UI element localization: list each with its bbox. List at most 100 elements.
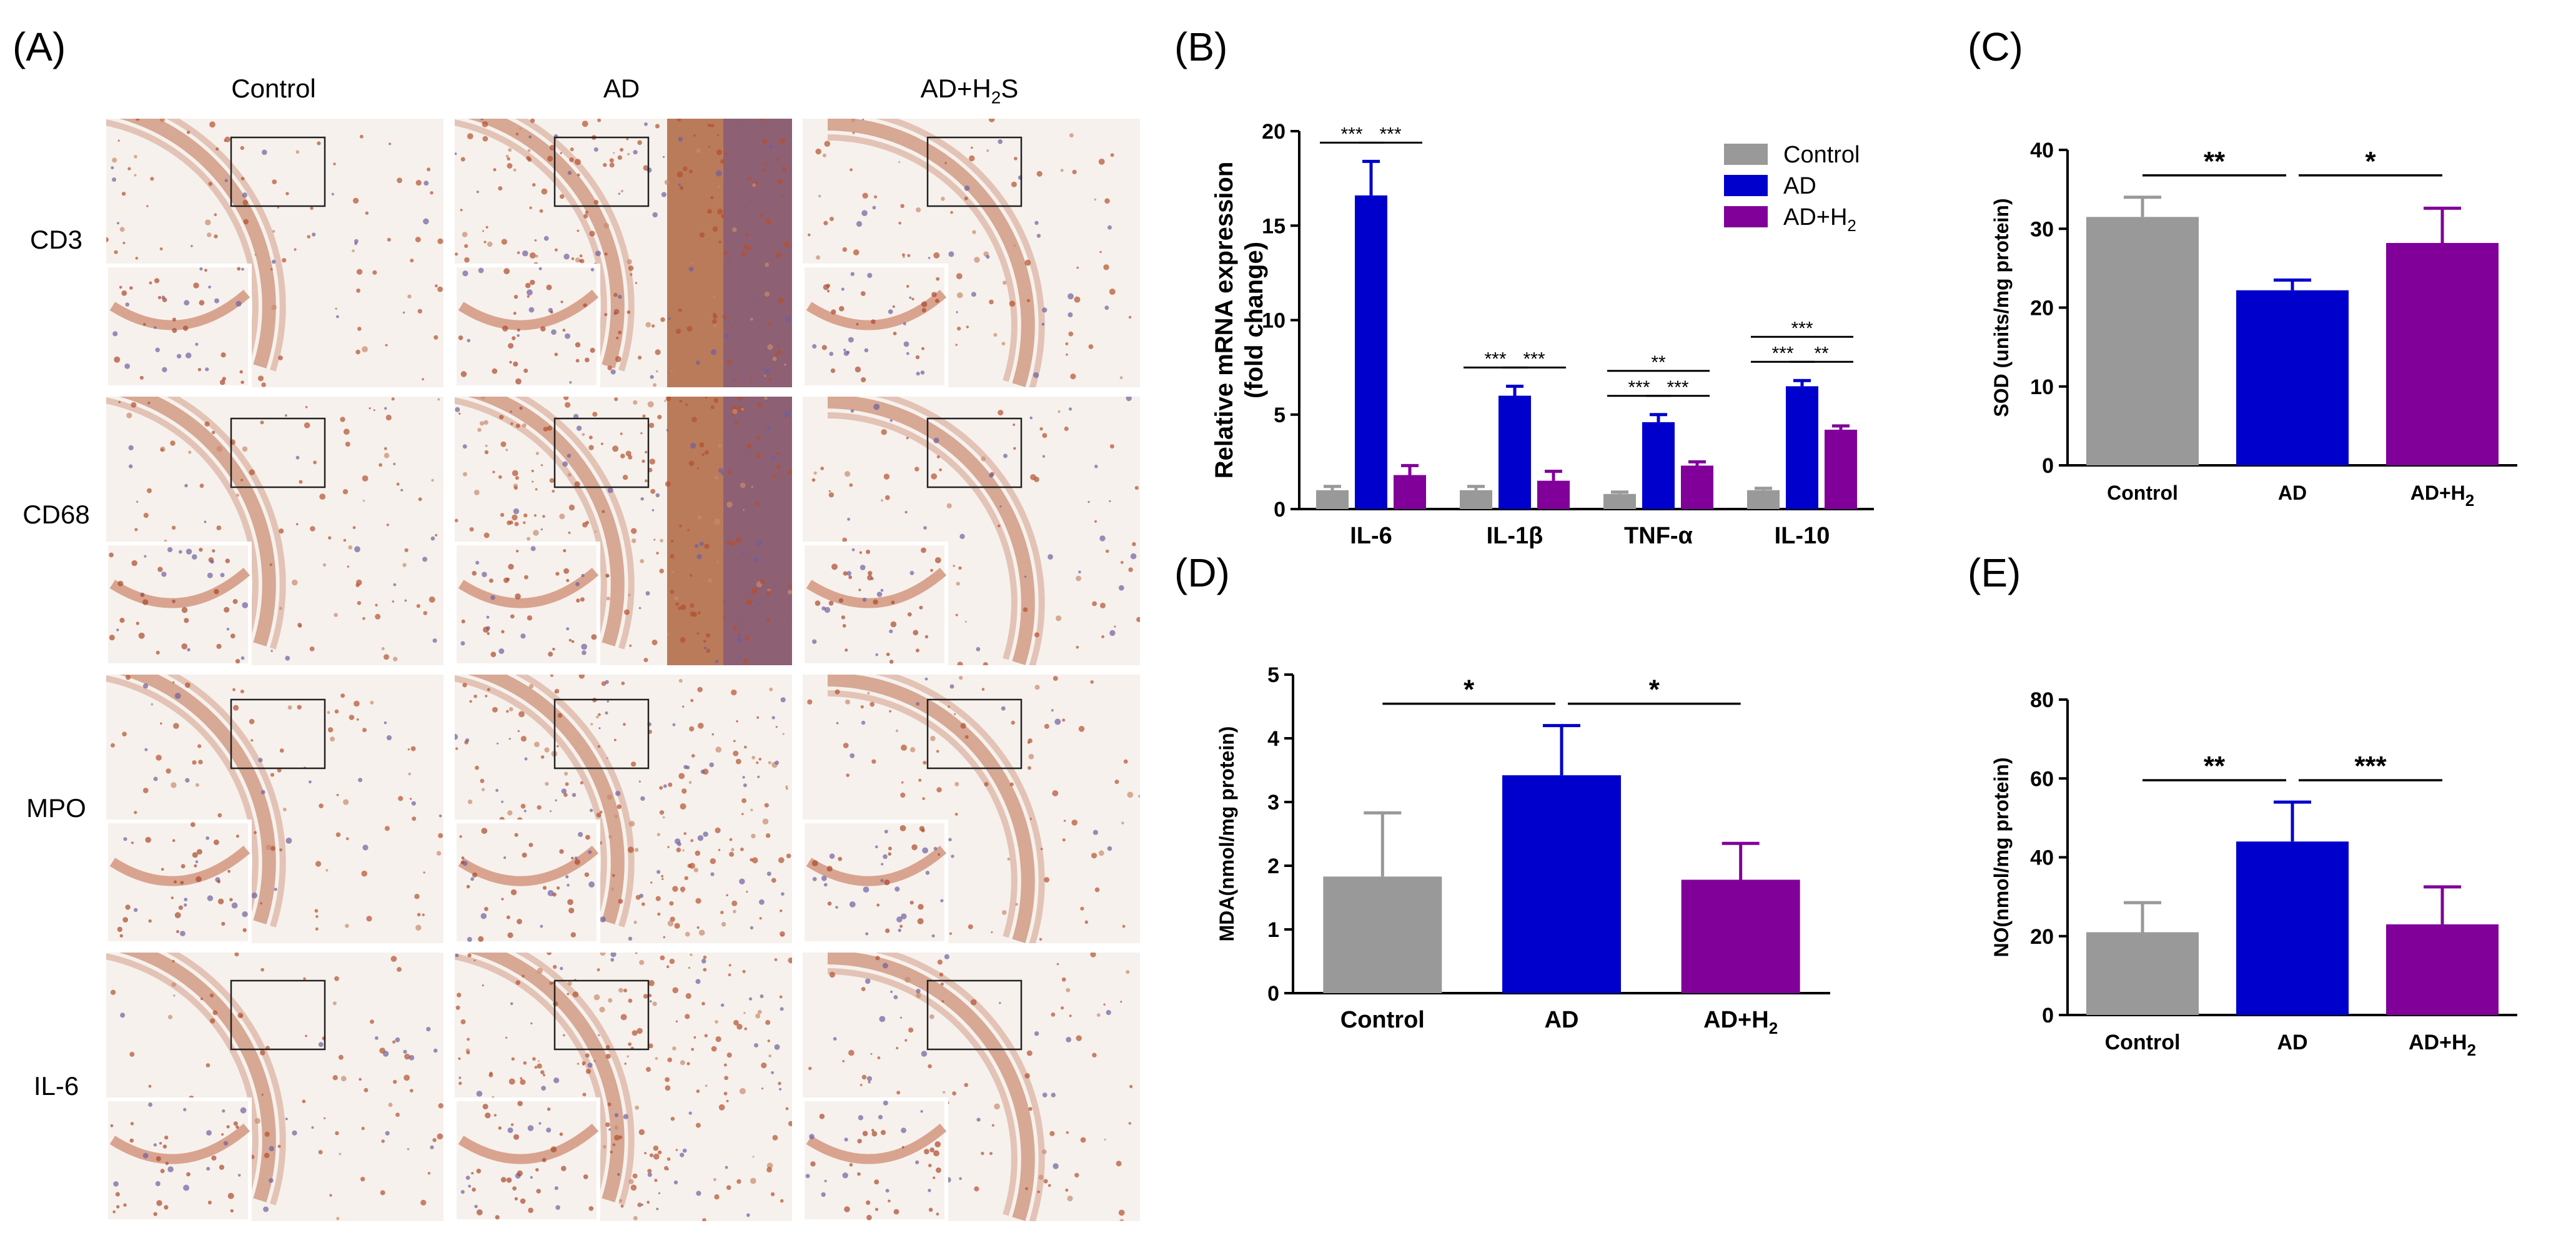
panel-label-a: (A) xyxy=(12,24,66,69)
chart-c-y-tick-label: 10 xyxy=(2030,375,2054,399)
chart-e-significance-label: *** xyxy=(2354,751,2387,781)
chart-e-y-tick-label: 80 xyxy=(2030,688,2054,712)
chart-b-bar xyxy=(1394,475,1426,509)
row-header-il6: IL-6 xyxy=(33,1071,79,1101)
chart-b-x-tick-label: IL-1β xyxy=(1487,523,1543,549)
chart-b-bar xyxy=(1681,465,1713,509)
chart-b-significance-label: *** xyxy=(1523,349,1545,369)
chart-b-significance-label: *** xyxy=(1628,377,1650,398)
chart-c-bar xyxy=(2086,217,2199,465)
chart-e-y-axis-label: NO(nmol/mg protein) xyxy=(1990,758,2013,958)
panel-label-c: (C) xyxy=(1968,24,2023,69)
histology-image-cd3-ad xyxy=(455,119,792,387)
chart-b-bar xyxy=(1499,395,1531,509)
chart-b-legend-swatch xyxy=(1724,144,1768,165)
chart-c-x-tick-label: Control xyxy=(2107,482,2178,504)
histology-image-cd3-ad-h2s xyxy=(803,119,1140,387)
chart-b-significance-label: ** xyxy=(1814,343,1829,364)
chart-b-x-tick-label: IL-6 xyxy=(1350,523,1392,549)
chart-d-mda: 0 1 2 3 4 5 MDA(nmol/mg protein) Control AD AD+H2… xyxy=(1216,663,1830,1037)
chart-e-bar xyxy=(2386,924,2499,1015)
chart-d-y-tick-label: 5 xyxy=(1267,663,1279,687)
chart-c-significance-label: ** xyxy=(2204,146,2226,177)
chart-c-x-tick-label: AD xyxy=(2278,482,2307,504)
chart-d-significance-label: * xyxy=(1464,675,1475,705)
chart-d-y-tick-label: 3 xyxy=(1267,791,1279,815)
chart-d-x-tick-label: AD+H2 xyxy=(1703,1007,1778,1037)
panel-label-e: (E) xyxy=(1968,550,2021,595)
chart-b-y-tick-label: 20 xyxy=(1262,120,1286,144)
chart-b-bar xyxy=(1460,490,1492,509)
chart-b-x-tick-label: IL-10 xyxy=(1775,523,1830,549)
chart-c-y-tick-label: 40 xyxy=(2030,139,2054,162)
panel-label-d: (D) xyxy=(1174,550,1230,595)
column-header-control: Control xyxy=(231,74,316,103)
chart-b-bar xyxy=(1786,386,1818,509)
chart-d-x-tick-label: AD xyxy=(1545,1007,1579,1033)
row-header-cd68: CD68 xyxy=(22,500,90,529)
chart-c-sod: 0 10 20 30 40 SOD (units/mg protein) Control AD… xyxy=(1990,139,2517,510)
chart-c-x-tick-label: AD+H2 xyxy=(2410,482,2474,510)
chart-c-bar xyxy=(2236,290,2349,465)
chart-d-y-tick-label: 4 xyxy=(1267,727,1279,751)
histology-image-mpo-ad xyxy=(455,675,792,943)
chart-d-bar xyxy=(1502,775,1621,993)
chart-b-bar xyxy=(1603,493,1636,509)
chart-d-y-tick-label: 1 xyxy=(1267,918,1279,942)
chart-b-bar xyxy=(1747,490,1780,509)
chart-c-y-tick-label: 0 xyxy=(2042,454,2054,478)
chart-d-y-axis-label: MDA(nmol/mg protein) xyxy=(1216,726,1238,942)
chart-b-significance-label: *** xyxy=(1379,124,1401,144)
chart-b-y-tick-label: 5 xyxy=(1274,404,1286,427)
chart-b-significance-label: ** xyxy=(1651,352,1666,373)
histology-image-mpo-ad-h2s xyxy=(803,675,1140,943)
chart-c-significance-label: * xyxy=(2365,146,2376,177)
chart-e-x-tick-label: AD+H2 xyxy=(2409,1031,2476,1059)
chart-d-significance-label: * xyxy=(1649,675,1660,705)
chart-b-significance-label: *** xyxy=(1340,124,1362,144)
chart-b-legend-swatch xyxy=(1724,206,1768,227)
panel-label-b: (B) xyxy=(1174,24,1228,69)
chart-d-y-tick-label: 2 xyxy=(1267,854,1279,878)
histology-image-il6-ad-h2s xyxy=(803,953,1140,1221)
chart-c-bar xyxy=(2386,242,2499,465)
chart-b-significance-label: *** xyxy=(1667,377,1688,398)
chart-e-bar xyxy=(2086,932,2199,1015)
chart-e-y-tick-label: 40 xyxy=(2030,846,2054,870)
chart-d-bar xyxy=(1323,876,1442,993)
chart-c-y-axis-label: SOD (units/mg protein) xyxy=(1990,198,2013,417)
chart-d-x-tick-label: Control xyxy=(1340,1007,1425,1033)
chart-e-no: 0 20 40 60 80 NO(nmol/mg protein) Control AD AD+… xyxy=(1990,688,2517,1059)
histology-image-cd68-ad xyxy=(455,397,792,665)
column-header-ad-h2s: AD+H2S xyxy=(920,74,1019,107)
chart-b-y-tick-label: 0 xyxy=(1274,498,1286,522)
row-header-cd3: CD3 xyxy=(29,225,83,254)
chart-e-bar xyxy=(2236,841,2349,1015)
chart-b-x-tick-label: TNF-α xyxy=(1624,523,1693,549)
chart-b-significance-label: *** xyxy=(1484,349,1506,369)
chart-b-bar xyxy=(1316,490,1349,509)
histology-image-il6-ad xyxy=(455,953,792,1221)
chart-b-y-tick-label: 15 xyxy=(1262,214,1286,238)
chart-c-y-tick-label: 30 xyxy=(2030,217,2054,241)
chart-e-x-tick-label: Control xyxy=(2105,1031,2181,1054)
chart-e-y-tick-label: 20 xyxy=(2030,925,2054,949)
chart-e-x-tick-label: AD xyxy=(2277,1031,2307,1054)
chart-b-legend-swatch xyxy=(1724,175,1768,196)
chart-b-mrna-expression: 0 5 10 15 20 Relative mRNA expression (fold ch… xyxy=(1211,120,1874,549)
chart-b-bar xyxy=(1825,429,1857,509)
chart-b-y-axis-label: Relative mRNA expression (fold change) xyxy=(1211,162,1268,479)
chart-b-significance-label: *** xyxy=(1771,343,1793,364)
chart-b-bar xyxy=(1642,422,1675,509)
chart-d-bar xyxy=(1681,879,1800,993)
chart-d-y-tick-label: 0 xyxy=(1267,982,1279,1006)
chart-e-y-tick-label: 0 xyxy=(2042,1004,2054,1028)
histology-image-mpo-control xyxy=(106,675,443,943)
chart-b-legend-label: AD xyxy=(1783,173,1816,199)
histology-image-cd68-ad-h2s xyxy=(803,397,1140,665)
chart-e-y-tick-label: 60 xyxy=(2030,767,2054,791)
chart-b-legend-label: AD+H2 xyxy=(1783,204,1856,235)
chart-b-significance-label: *** xyxy=(1791,318,1813,339)
chart-b-bar xyxy=(1537,480,1570,509)
histology-image-cd3-control xyxy=(106,119,443,387)
